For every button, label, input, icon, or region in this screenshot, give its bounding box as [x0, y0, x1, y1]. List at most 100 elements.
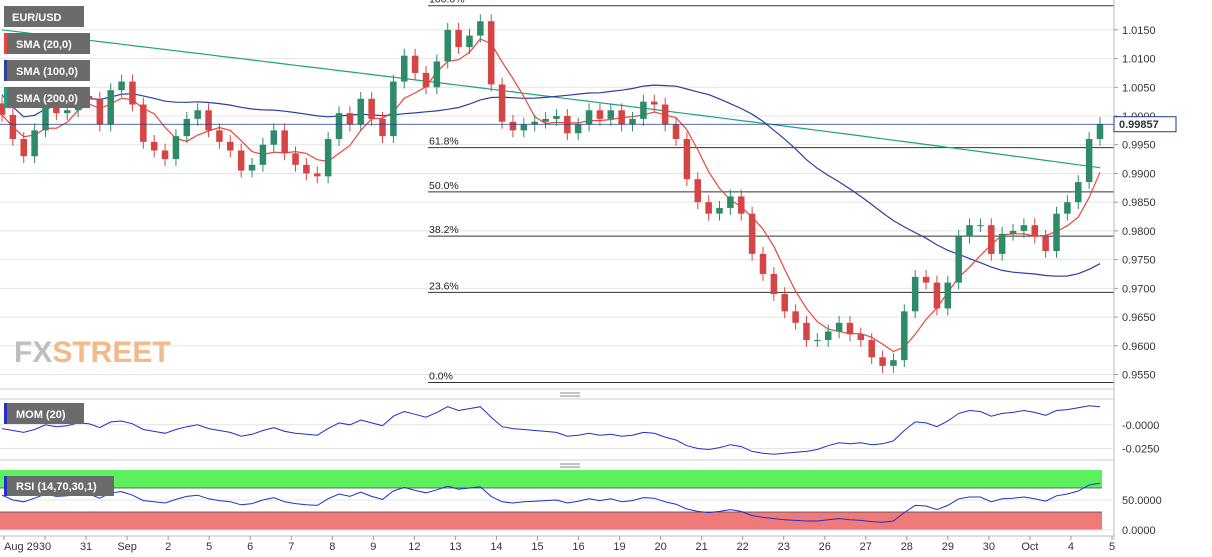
candle-body-23	[248, 164, 256, 171]
price-tick-label-11: 0.9600	[1122, 341, 1156, 353]
legend-mom[interactable]: MOM (20)	[4, 403, 84, 424]
candle-body-50	[542, 118, 549, 122]
candle-body-72	[781, 294, 788, 312]
candle-body-95	[1031, 225, 1039, 237]
legend-sma20-swatch	[4, 33, 7, 54]
legend-sma100[interactable]: SMA (100,0)	[4, 60, 90, 81]
sma20-line	[1, 38, 1101, 353]
candle-body-12	[129, 81, 136, 105]
candle-body-45	[487, 21, 495, 85]
candle-body-22	[237, 150, 245, 171]
legend: EUR/USD SMA (20,0) SMA (100,0) SMA (200,…	[4, 6, 90, 108]
candle-body-20	[216, 130, 223, 142]
candle-body-92	[998, 233, 1006, 254]
time-tick-label-21: 27	[860, 541, 872, 553]
candle-body-44	[477, 21, 484, 36]
candle-body-18	[194, 110, 201, 119]
price-tick-label-4: 0.9950	[1122, 140, 1156, 152]
time-tick-label-27: 5	[1109, 541, 1115, 553]
legend-sma20[interactable]: SMA (20,0)	[4, 33, 90, 54]
candle-body-2	[20, 138, 28, 157]
candle-body-43	[466, 35, 473, 48]
time-tick-label-2: 31	[80, 541, 92, 553]
rsi-axis: 50.0000 0.0000	[1122, 495, 1162, 537]
time-tick-label-25: Oct	[1021, 541, 1038, 553]
time-tick-label-0: Aug 29	[4, 541, 39, 553]
candle-body-79	[857, 334, 865, 341]
candle-body-48	[520, 124, 528, 131]
rsi-panel: 50.0000 0.0000 RSI (14,70,30,1)	[0, 470, 1162, 537]
legend-sma200-bg	[4, 87, 90, 108]
candle-body-58	[629, 118, 636, 125]
fib-label-1: 61.8%	[429, 136, 459, 148]
candle-body-100	[1085, 138, 1093, 183]
candle-body-65	[705, 202, 712, 214]
candle-body-21	[227, 141, 234, 151]
mom-tick-label-0: -0.0000	[1122, 420, 1159, 432]
price-tick-label-9: 0.9700	[1122, 283, 1156, 295]
sma100-line	[1, 84, 1101, 277]
candle-body-15	[161, 150, 169, 160]
candle-body-76	[824, 331, 832, 341]
candle-body-83	[901, 311, 908, 361]
price-tick-label-1: 1.0100	[1122, 54, 1156, 66]
candle-body-87	[944, 282, 952, 309]
candle-body-98	[1064, 202, 1071, 214]
legend-sma20-label: SMA (20,0)	[16, 39, 72, 51]
candle-body-25	[270, 130, 278, 145]
price-axis: 1.01501.01001.00501.00000.99500.99000.98…	[1113, 0, 1156, 540]
candle-body-75	[814, 340, 821, 342]
time-tick-label-10: 12	[408, 541, 420, 553]
candle-body-99	[1074, 182, 1082, 203]
candle-body-19	[205, 110, 212, 131]
candle-body-54	[585, 110, 593, 125]
momentum-axis: -0.0000 -0.0250	[1122, 420, 1159, 456]
candle-body-26	[281, 130, 288, 154]
fib-label-4: 23.6%	[429, 280, 459, 292]
candle-body-64	[694, 179, 702, 203]
candle-body-97	[1053, 213, 1060, 252]
legend-sma20-bg	[4, 33, 90, 54]
candle-body-63	[683, 138, 691, 180]
time-tick-label-14: 16	[572, 541, 584, 553]
candle-body-14	[150, 141, 158, 151]
mom-tick-label-1: -0.0250	[1122, 444, 1159, 456]
time-tick-label-7: 7	[288, 541, 294, 553]
candle-body-51	[553, 116, 560, 119]
momentum-grid	[0, 424, 1114, 450]
candle-body-4	[42, 101, 49, 131]
time-tick-label-8: 8	[329, 541, 335, 553]
candle-body-81	[879, 357, 886, 366]
legend-mom-swatch	[4, 403, 7, 424]
price-tick-label-2: 1.0050	[1122, 82, 1156, 94]
legend-mom-bg	[4, 403, 84, 424]
time-tick-label-11: 13	[449, 541, 461, 553]
legend-rsi[interactable]: RSI (14,70,30,1)	[4, 476, 114, 496]
candle-body-86	[933, 282, 941, 309]
candle-body-91	[988, 225, 995, 254]
candle-body-70	[759, 253, 767, 274]
time-axis: Aug 29 30 31 Sep 2 5 6 7 8 9 12 13 14 15 16 19 20 21 22 23 2…	[0, 535, 1115, 553]
candle-body-80	[868, 340, 875, 358]
logo-street: STREET	[52, 336, 171, 369]
resize-handle-1[interactable]	[560, 392, 580, 397]
legend-sma200[interactable]: SMA (200,0)	[4, 87, 90, 108]
candle-body-67	[727, 196, 734, 208]
candle-body-28	[303, 164, 310, 174]
resize-handle-2[interactable]	[560, 463, 580, 468]
legend-symbol[interactable]: EUR/USD	[4, 6, 84, 27]
candle-body-34	[368, 98, 375, 119]
time-tick-label-17: 21	[696, 541, 708, 553]
candle-body-53	[574, 124, 582, 134]
last-price-tag-bg	[1113, 116, 1177, 133]
rsi-line	[1, 482, 1101, 523]
candle-body-90	[977, 225, 984, 227]
last-price-tag-text: 0.99857	[1119, 119, 1159, 131]
time-tick-label-5: 5	[206, 541, 212, 553]
legend-sma200-swatch	[4, 87, 7, 108]
candle-body-16	[172, 136, 180, 160]
legend-rsi-swatch	[4, 476, 7, 496]
candle-body-68	[737, 196, 745, 214]
candle-body-10	[107, 90, 114, 125]
time-tick-label-15: 19	[613, 541, 625, 553]
